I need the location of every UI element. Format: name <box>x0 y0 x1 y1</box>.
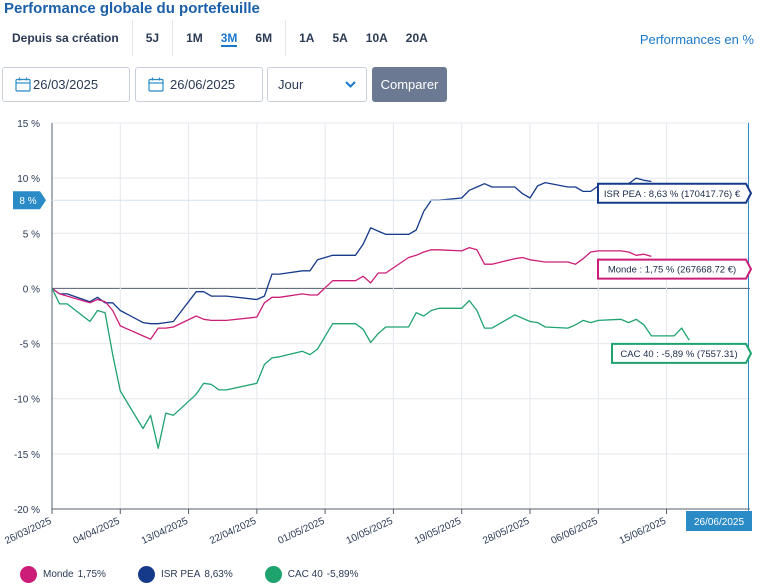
calendar-icon <box>148 77 164 92</box>
x-tick-label: 01/05/2025 <box>276 516 326 547</box>
series-callout-box <box>597 258 753 280</box>
legend-swatch <box>137 566 155 583</box>
period-separator <box>172 20 174 56</box>
x-tick-label: 13/04/2025 <box>140 516 190 547</box>
hover-y-label: 8 % <box>19 196 36 207</box>
period-6m[interactable]: 6M <box>255 31 273 45</box>
y-tick-label: -20 % <box>14 505 40 516</box>
period-separator <box>285 20 287 56</box>
legend-swatch <box>20 566 37 583</box>
legend-series-name: ISR PEA <box>160 569 201 580</box>
compare-button[interactable]: Comparer <box>372 67 447 102</box>
chart-legend: Monde 1,75% ISR PEA 8,63% CAC 40 -5,89% <box>0 566 390 583</box>
y-tick-label: -10 % <box>14 395 40 406</box>
series-line-monde <box>51 246 652 340</box>
series-callout-box <box>597 182 753 204</box>
series-line-isr-pea <box>51 177 652 325</box>
legend-series-value: 1,75% <box>77 569 106 580</box>
y-tick-label: -15 % <box>14 450 40 461</box>
x-tick-label: 26/03/2025 <box>3 516 53 547</box>
series-line-cac-40 <box>51 288 690 449</box>
calendar-icon <box>15 77 31 92</box>
period-3m[interactable]: 3M <box>212 20 247 56</box>
x-tick-label: 19/05/2025 <box>413 516 463 547</box>
granularity-select[interactable]: Jour <box>267 67 367 102</box>
period-1m[interactable]: 1M <box>186 31 203 45</box>
end-date-value: 26/06/2025 <box>170 77 236 92</box>
period-10a[interactable]: 10A <box>365 31 388 45</box>
start-date-value: 26/03/2025 <box>33 77 99 92</box>
period-20a[interactable]: 20A <box>405 31 428 45</box>
period-depuis-sa-cr-ation[interactable]: Depuis sa création <box>12 31 119 45</box>
legend-item[interactable]: CAC 40 -5,89% <box>264 566 359 583</box>
granularity-value: Jour <box>278 77 304 92</box>
period-5j[interactable]: 5J <box>145 31 160 45</box>
performance-chart: 15 % 10 % 5 % 0 % -5 % -10 % -15 % -20 %26/03/2… <box>3 119 753 547</box>
legend-item[interactable]: ISR PEA 8,63% <box>137 566 233 583</box>
period-1a[interactable]: 1A <box>299 31 315 45</box>
legend-item[interactable]: Monde 1,75% <box>20 566 106 583</box>
legend-series-value: 8,63% <box>204 569 233 580</box>
y-tick-label: 0 % <box>23 284 40 295</box>
period-5a[interactable]: 5A <box>332 31 348 45</box>
period-selector: Depuis sa création 5J 1M 3M 6M 1A 5A 10A 20A <box>0 20 437 56</box>
period-separator <box>131 20 133 56</box>
x-tick-label: 22/04/2025 <box>208 516 258 547</box>
y-tick-label: 10 % <box>17 174 40 185</box>
hover-x-label: 26/06/2025 <box>694 517 744 528</box>
chevron-down-icon <box>345 81 356 88</box>
series-callout-label: Monde : 1,75 % (267668.72 €) <box>608 265 736 276</box>
y-tick-label: 15 % <box>17 119 40 130</box>
x-tick-label: 28/05/2025 <box>481 516 531 547</box>
legend-series-name: Monde <box>43 569 74 580</box>
end-date-field[interactable]: 26/06/2025 <box>135 67 263 102</box>
x-tick-label: 15/06/2025 <box>618 516 668 547</box>
series-callout-box <box>611 342 753 364</box>
start-date-field[interactable]: 26/03/2025 <box>2 67 130 102</box>
x-tick-label: 06/06/2025 <box>550 516 600 547</box>
legend-series-value: -5,89% <box>326 569 359 580</box>
x-tick-label: 04/04/2025 <box>72 516 122 547</box>
legend-series-name: CAC 40 <box>287 569 323 580</box>
y-tick-label: 5 % <box>23 229 40 240</box>
series-callout-label: ISR PEA : 8,63 % (170417.76) € <box>604 189 741 200</box>
page-title: Performance globale du portefeuille <box>4 0 260 17</box>
legend-swatch <box>264 566 282 583</box>
hover-y-flag <box>13 191 46 210</box>
y-tick-label: -5 % <box>19 340 40 351</box>
hover-x-flag <box>686 511 752 531</box>
x-tick-label: 10/05/2025 <box>345 516 395 547</box>
series-callout-label: CAC 40 : -5,89 % (7557.31) <box>620 349 737 360</box>
performance-unit-link[interactable]: Performances en % <box>639 32 754 47</box>
